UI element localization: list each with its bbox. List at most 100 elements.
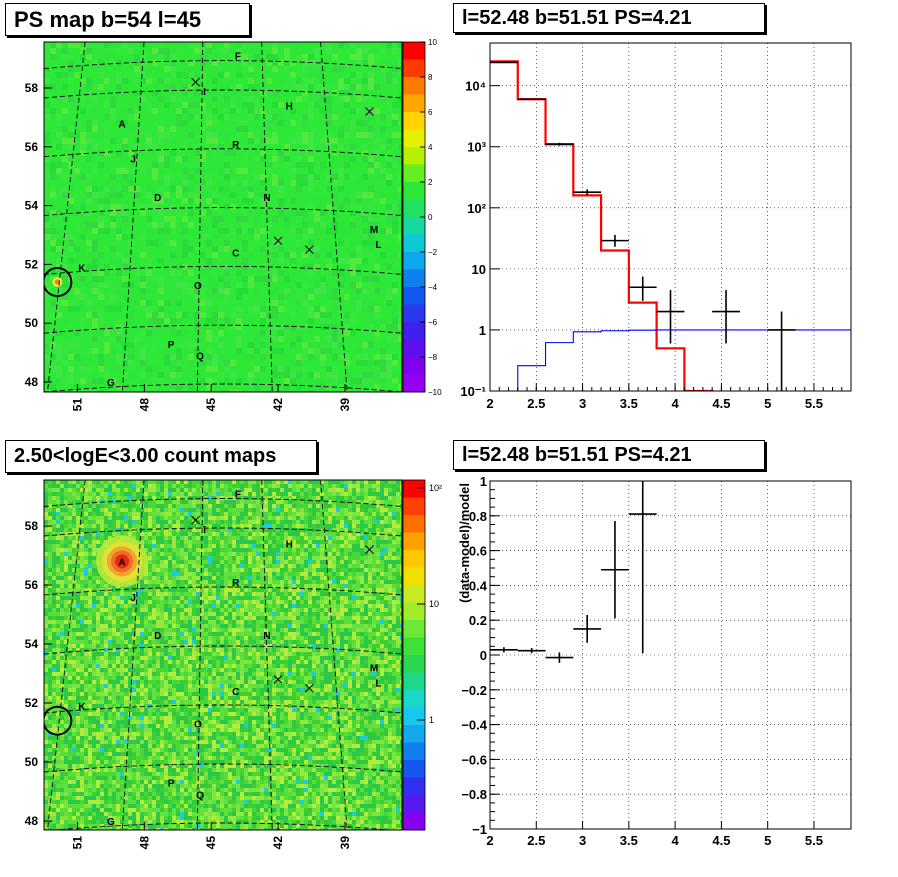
- map-pixel: [208, 592, 212, 596]
- map-pixel: [164, 568, 168, 572]
- map-pixel: [344, 162, 350, 168]
- map-pixel: [356, 600, 360, 604]
- map-pixel: [148, 616, 152, 620]
- map-pixel: [284, 512, 288, 516]
- map-pixel: [168, 604, 172, 608]
- map-pixel: [248, 488, 252, 492]
- map-pixel: [152, 552, 156, 556]
- map-pixel: [148, 508, 152, 512]
- map-pixel: [156, 480, 160, 484]
- map-pixel: [380, 168, 386, 174]
- map-pixel: [44, 508, 48, 512]
- map-pixel: [260, 312, 266, 318]
- map-pixel: [84, 552, 88, 556]
- map-pixel: [136, 492, 140, 496]
- map-pixel: [240, 588, 244, 592]
- map-pixel: [156, 556, 160, 560]
- map-pixel: [376, 620, 380, 624]
- map-pixel: [206, 174, 212, 180]
- map-pixel: [96, 528, 100, 532]
- map-pixel: [196, 616, 200, 620]
- map-pixel: [388, 536, 392, 540]
- map-pixel: [188, 604, 192, 608]
- map-pixel: [308, 484, 312, 488]
- map-pixel: [180, 556, 184, 560]
- map-pixel: [292, 488, 296, 492]
- map-pixel: [340, 564, 344, 568]
- map-pixel: [124, 512, 128, 516]
- map-pixel: [212, 366, 218, 372]
- map-pixel: [98, 390, 104, 396]
- map-pixel: [302, 90, 308, 96]
- map-pixel: [248, 536, 252, 540]
- map-pixel: [224, 616, 228, 620]
- map-pixel: [338, 228, 344, 234]
- map-pixel: [68, 492, 72, 496]
- map-pixel: [268, 548, 272, 552]
- map-pixel: [68, 144, 74, 150]
- map-pixel: [380, 496, 384, 500]
- map-pixel: [164, 524, 168, 528]
- map-pixel: [376, 564, 380, 568]
- map-pixel: [284, 162, 290, 168]
- map-pixel: [344, 372, 350, 378]
- map-pixel: [350, 216, 356, 222]
- colorbar-segment: [403, 182, 425, 200]
- map-pixel: [236, 572, 240, 576]
- map-pixel: [380, 588, 384, 592]
- map-pixel: [332, 132, 338, 138]
- map-pixel: [176, 608, 180, 612]
- map-pixel: [278, 114, 284, 120]
- map-pixel: [88, 492, 92, 496]
- map-pixel: [212, 600, 216, 604]
- map-pixel: [176, 592, 180, 596]
- map-pixel: [332, 54, 338, 60]
- map-pixel: [336, 604, 340, 608]
- map-pixel: [230, 192, 236, 198]
- map-pixel: [60, 576, 64, 580]
- map-pixel: [48, 596, 52, 600]
- map-pixel: [372, 580, 376, 584]
- map-pixel: [224, 240, 230, 246]
- map-pixel: [320, 282, 326, 288]
- map-pixel: [312, 556, 316, 560]
- map-pixel: [160, 624, 164, 628]
- map-pixel: [124, 488, 128, 492]
- map-pixel: [388, 556, 392, 560]
- map-pixel: [212, 282, 218, 288]
- map-pixel: [74, 294, 80, 300]
- map-pixel: [280, 480, 284, 484]
- map-pixel: [136, 620, 140, 624]
- map-pixel: [64, 512, 68, 516]
- map-pixel: [64, 580, 68, 584]
- map-pixel: [374, 312, 380, 318]
- map-pixel: [340, 552, 344, 556]
- map-pixel: [152, 616, 156, 620]
- map-pixel: [140, 608, 144, 612]
- map-pixel: [92, 348, 98, 354]
- map-pixel: [264, 592, 268, 596]
- map-pixel: [380, 608, 384, 612]
- map-pixel: [332, 580, 336, 584]
- colorbar-segment: [403, 357, 425, 375]
- map-pixel: [336, 548, 340, 552]
- map-pixel: [196, 576, 200, 580]
- map-pixel: [60, 544, 64, 548]
- map-pixel: [272, 504, 276, 508]
- map-pixel: [324, 592, 328, 596]
- map-pixel: [312, 492, 316, 496]
- map-pixel: [80, 488, 84, 492]
- map-pixel: [296, 132, 302, 138]
- map-pixel: [216, 504, 220, 508]
- map-pixel: [268, 500, 272, 504]
- map-pixel: [392, 114, 398, 120]
- map-pixel: [64, 592, 68, 596]
- map-pixel: [64, 596, 68, 600]
- map-pixel: [172, 500, 176, 504]
- map-pixel: [240, 532, 244, 536]
- map-pixel: [218, 186, 224, 192]
- map-pixel: [84, 568, 88, 572]
- map-pixel: [376, 576, 380, 580]
- map-pixel: [280, 484, 284, 488]
- map-pixel: [356, 488, 360, 492]
